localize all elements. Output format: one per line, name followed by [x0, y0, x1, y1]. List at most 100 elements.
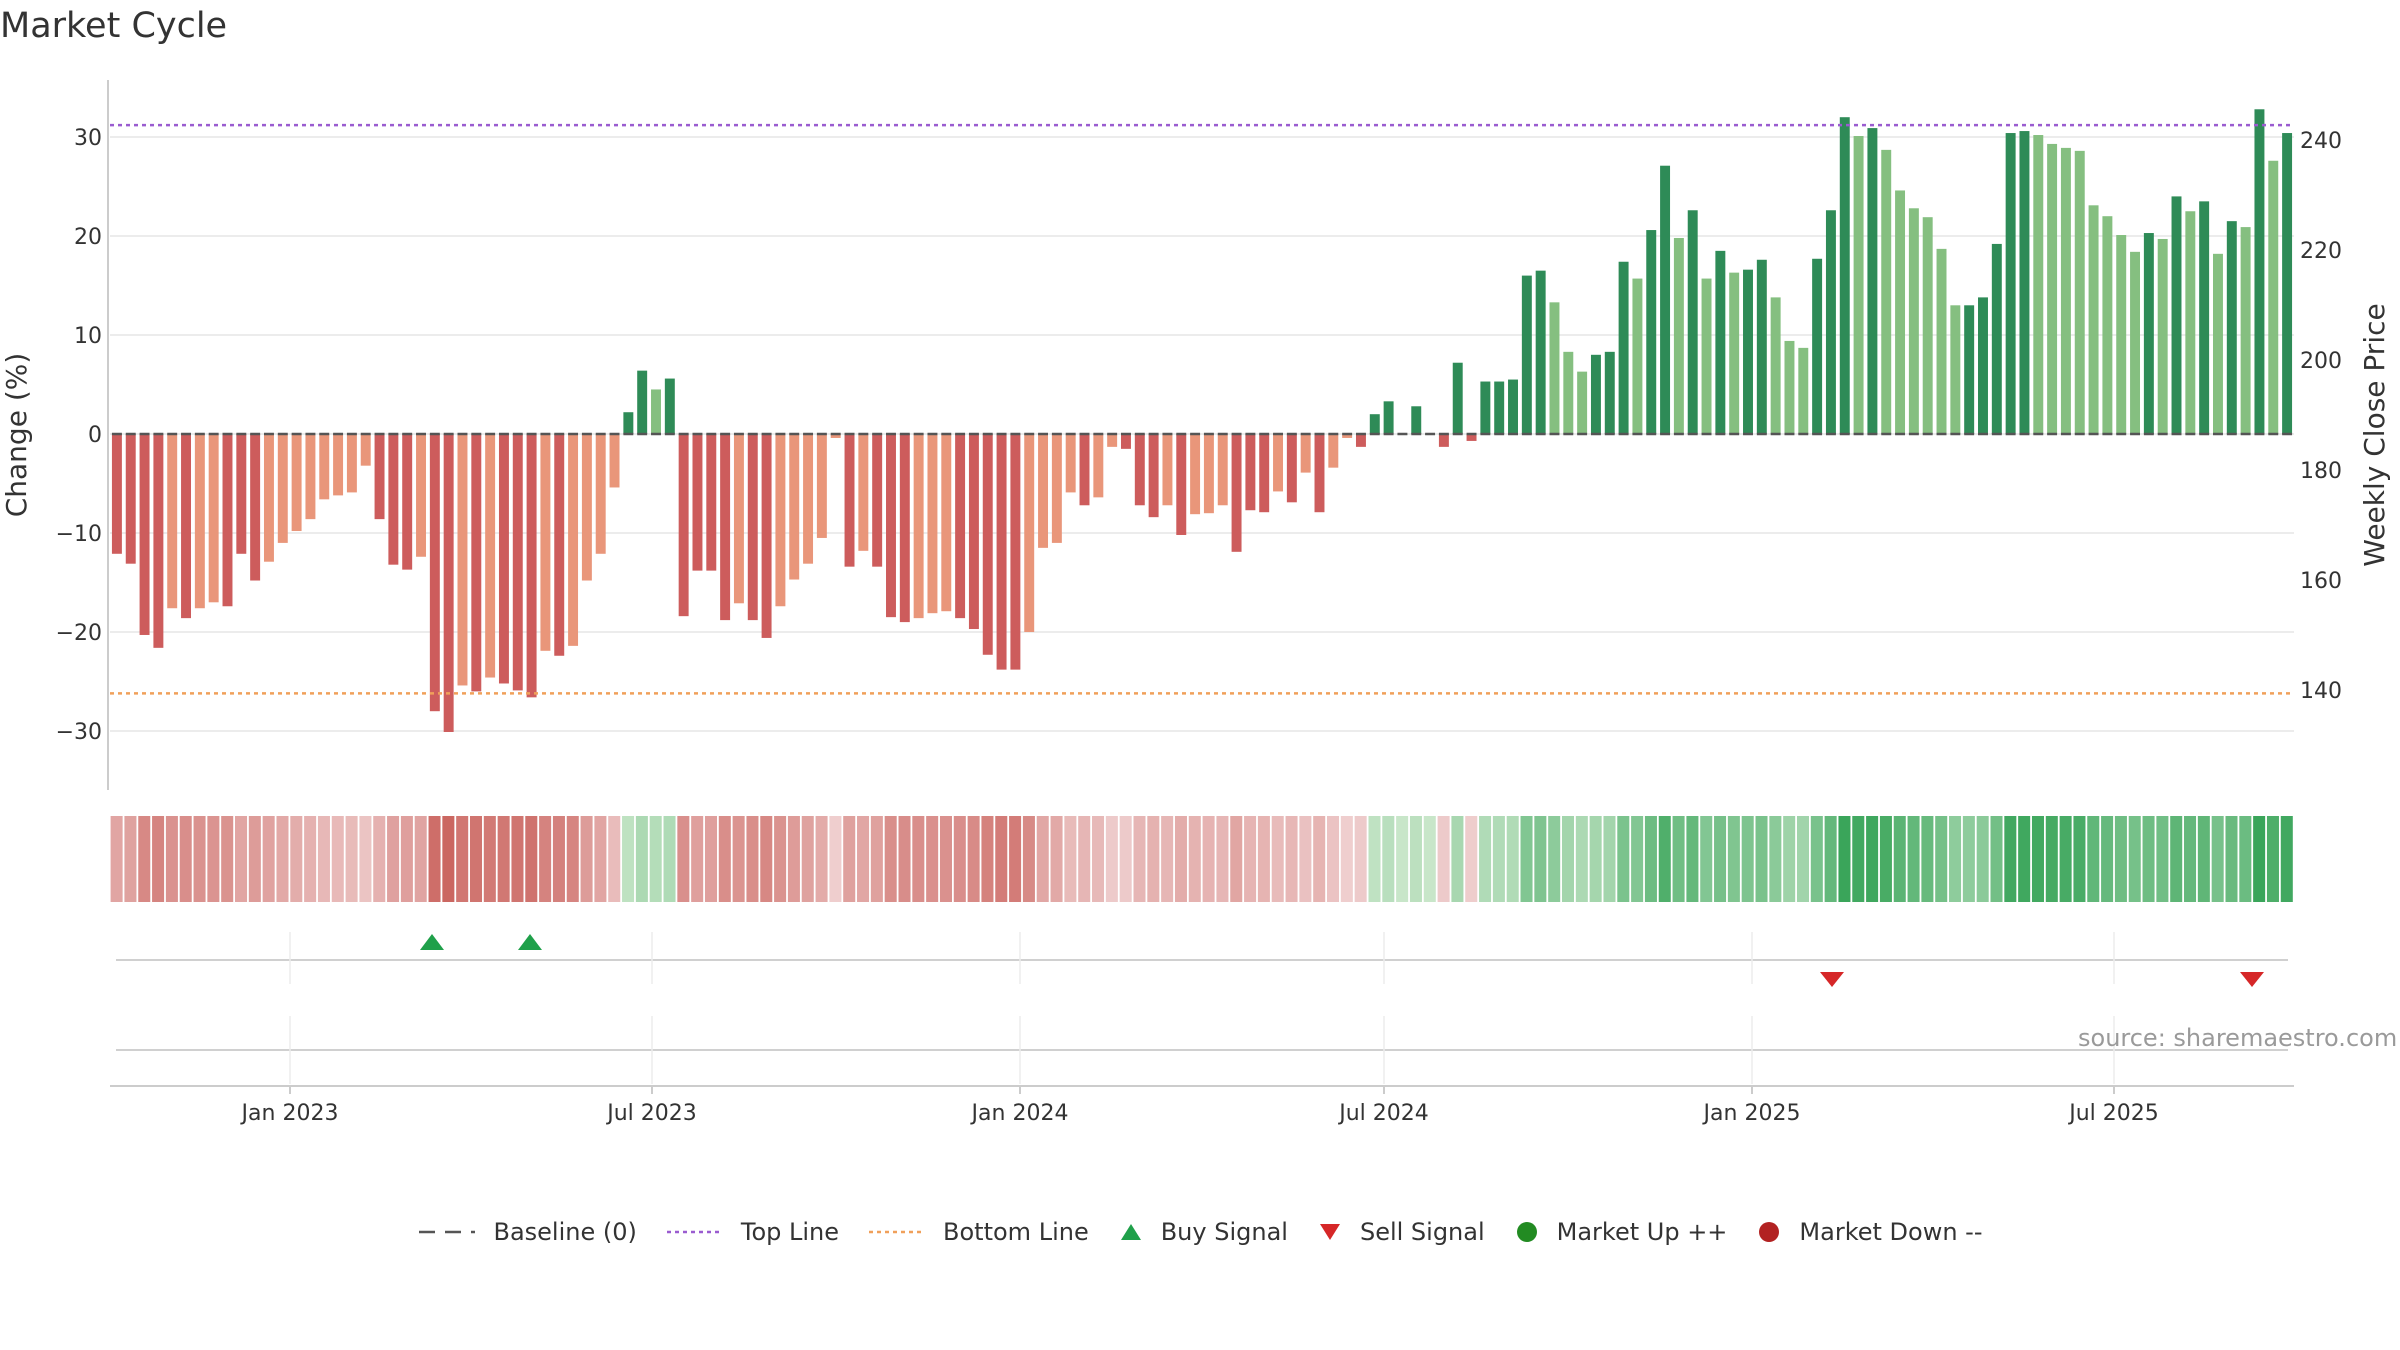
heatmap-cell — [2225, 816, 2238, 902]
heatmap-cell — [1838, 816, 1851, 902]
heatmap-cell — [497, 816, 510, 902]
bar — [927, 434, 938, 614]
heatmap-cell — [1783, 816, 1796, 902]
y2-tick-label: 180 — [2300, 459, 2342, 484]
heatmap-cell — [2197, 816, 2210, 902]
bar — [388, 434, 399, 565]
bar — [1369, 414, 1380, 434]
bar — [1203, 434, 1214, 514]
heatmap-cell — [359, 816, 372, 902]
sell-signal-icon — [2240, 972, 2264, 987]
bar — [208, 434, 219, 603]
legend: Baseline (0) Top Line Bottom Line Buy Signa… — [0, 1218, 2400, 1246]
bar — [2268, 160, 2279, 434]
legend-triangle — [1319, 1224, 1340, 1240]
bar — [1812, 258, 1823, 434]
y2-tick-label: 140 — [2300, 679, 2342, 704]
bar — [1922, 217, 1933, 434]
heatmap-cell — [2239, 816, 2252, 902]
bar — [457, 434, 468, 686]
reference-lines — [110, 123, 2294, 695]
heatmap-cell — [967, 816, 980, 902]
heatmap-cell — [2128, 816, 2141, 902]
bar — [1950, 305, 1961, 434]
heatmap-cell — [691, 816, 704, 902]
heatmap-cell — [1935, 816, 1948, 902]
heatmap-cell — [1755, 816, 1768, 902]
bar — [2212, 253, 2223, 434]
heatmap-cell — [1479, 816, 1492, 902]
bar — [1120, 434, 1131, 449]
bar — [568, 434, 579, 646]
x-tick-label: Jul 2023 — [605, 1101, 697, 1126]
y-axis-title: Change (%) — [0, 353, 33, 518]
bar — [236, 434, 247, 554]
legend-label: Market Up ++ — [1556, 1218, 1728, 1246]
heatmap-cell — [1382, 816, 1395, 902]
heatmap-cell — [1133, 816, 1146, 902]
bar — [747, 434, 758, 621]
bar — [1770, 297, 1781, 434]
x-tick-label: Jan 2024 — [970, 1101, 1069, 1126]
bar — [2157, 238, 2168, 434]
bar — [2199, 201, 2210, 434]
bar — [1549, 302, 1560, 434]
heatmap-cell — [746, 816, 759, 902]
dash-line-icon — [419, 1230, 476, 1234]
heatmap-cell — [1824, 816, 1837, 902]
heatmap-cell — [456, 816, 469, 902]
bar — [1148, 434, 1159, 518]
heatmap-cell — [898, 816, 911, 902]
bar — [1687, 210, 1698, 434]
heatmap-cell — [331, 816, 344, 902]
bar — [1079, 434, 1090, 506]
heatmap-cell — [1976, 816, 1989, 902]
heatmap-cell — [2184, 816, 2197, 902]
bar — [1535, 270, 1546, 434]
heatmap-cell — [1852, 816, 1865, 902]
heatmap-cell — [539, 816, 552, 902]
legend-label: Buy Signal — [1160, 1218, 1288, 1246]
bar — [360, 434, 371, 466]
heatmap-cell — [2073, 816, 2086, 902]
bar — [1245, 434, 1256, 511]
bar — [333, 434, 344, 496]
legend-item: Market Down -- — [1755, 1218, 1983, 1246]
heatmap-cell — [1050, 816, 1063, 902]
heatmap-cell — [2101, 816, 2114, 902]
bar — [471, 434, 482, 692]
heatmap-cell — [1327, 816, 1340, 902]
x-tick-label: Jan 2025 — [1702, 1101, 1801, 1126]
heatmap-cell — [442, 816, 455, 902]
bar — [319, 434, 330, 500]
heatmap-cell — [110, 816, 123, 902]
heatmap-cell — [1962, 816, 1975, 902]
bar — [540, 434, 551, 651]
bar — [2019, 131, 2030, 434]
heatmap-cell — [2253, 816, 2266, 902]
heatmap-cell — [829, 816, 842, 902]
heatmap-cell — [857, 816, 870, 902]
legend-label: Market Down -- — [1799, 1218, 1983, 1246]
bar — [1632, 278, 1643, 434]
heatmap-cell — [649, 816, 662, 902]
bar — [1494, 381, 1505, 434]
heatmap-cell — [1299, 816, 1312, 902]
bar — [2116, 235, 2127, 434]
bar — [2060, 147, 2071, 434]
date-axis: Jan 2023 Jul 2023 Jan 2024 Jul 2024 Jan 2025… — [110, 932, 2294, 1126]
bar — [263, 434, 274, 562]
bar — [1867, 128, 1878, 434]
bar — [374, 434, 385, 520]
heatmap-cell — [566, 816, 579, 902]
bar — [2254, 109, 2265, 434]
bar — [1134, 434, 1145, 506]
bar — [1881, 149, 1892, 434]
bar — [678, 434, 689, 617]
bar — [250, 434, 261, 581]
y-tick-label: −10 — [56, 522, 102, 547]
heatmap-cell — [276, 816, 289, 902]
bar — [1577, 371, 1588, 434]
bar — [1383, 401, 1394, 434]
heatmap-cell — [1769, 816, 1782, 902]
